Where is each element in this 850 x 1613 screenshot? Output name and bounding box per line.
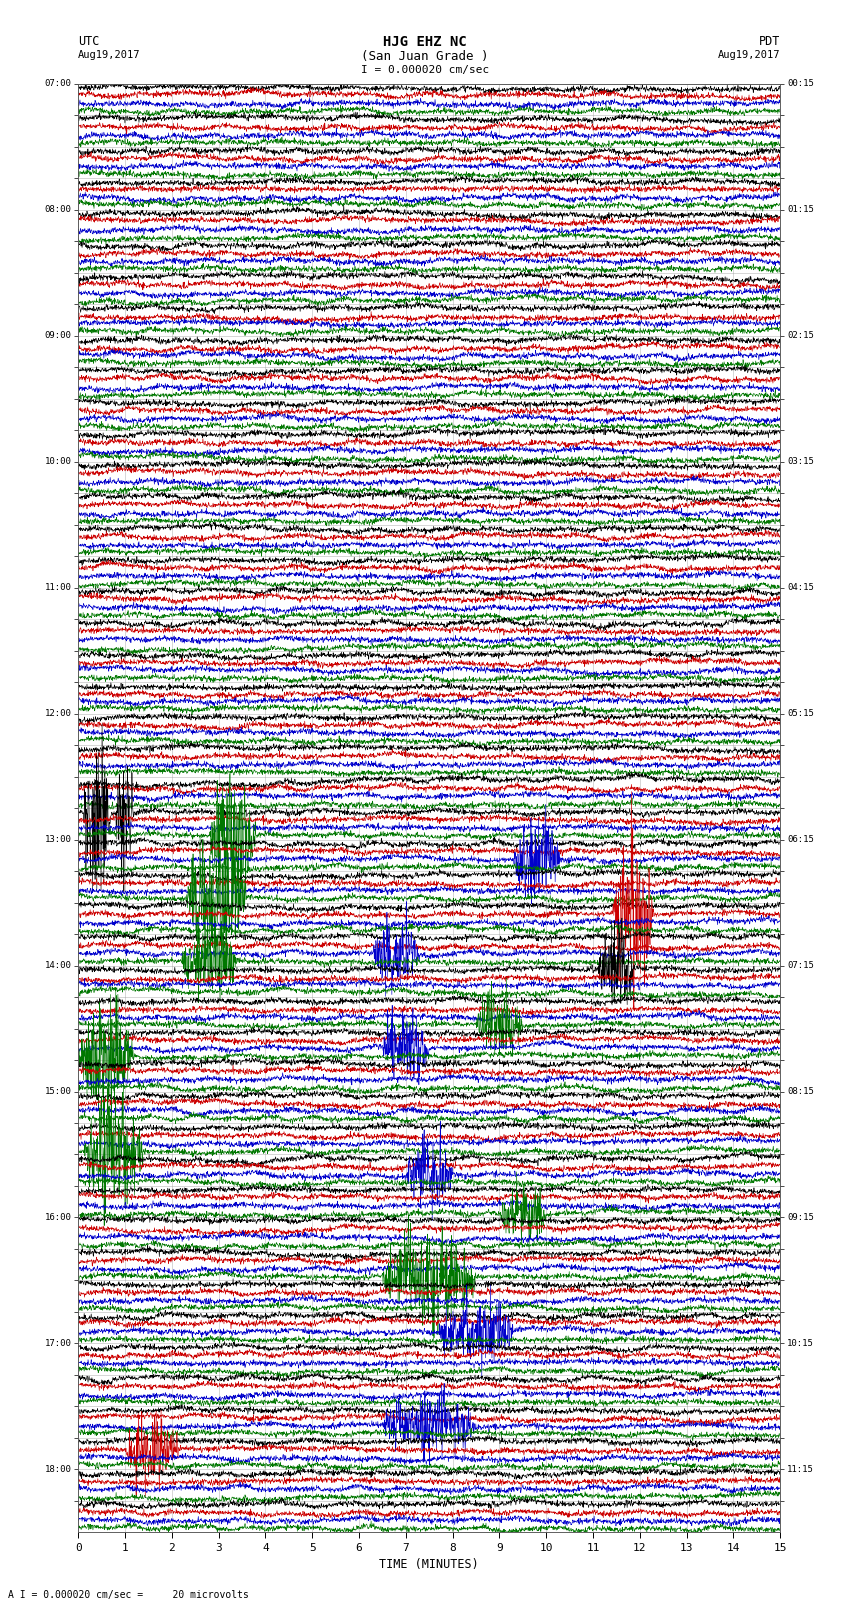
Text: I = 0.000020 cm/sec: I = 0.000020 cm/sec [361,65,489,74]
Text: HJG EHZ NC: HJG EHZ NC [383,35,467,50]
Text: UTC: UTC [78,35,99,48]
Text: Aug19,2017: Aug19,2017 [717,50,780,60]
X-axis label: TIME (MINUTES): TIME (MINUTES) [379,1558,479,1571]
Text: A I = 0.000020 cm/sec =     20 microvolts: A I = 0.000020 cm/sec = 20 microvolts [8,1590,249,1600]
Text: (San Juan Grade ): (San Juan Grade ) [361,50,489,63]
Text: Aug19,2017: Aug19,2017 [78,50,141,60]
Text: PDT: PDT [759,35,780,48]
